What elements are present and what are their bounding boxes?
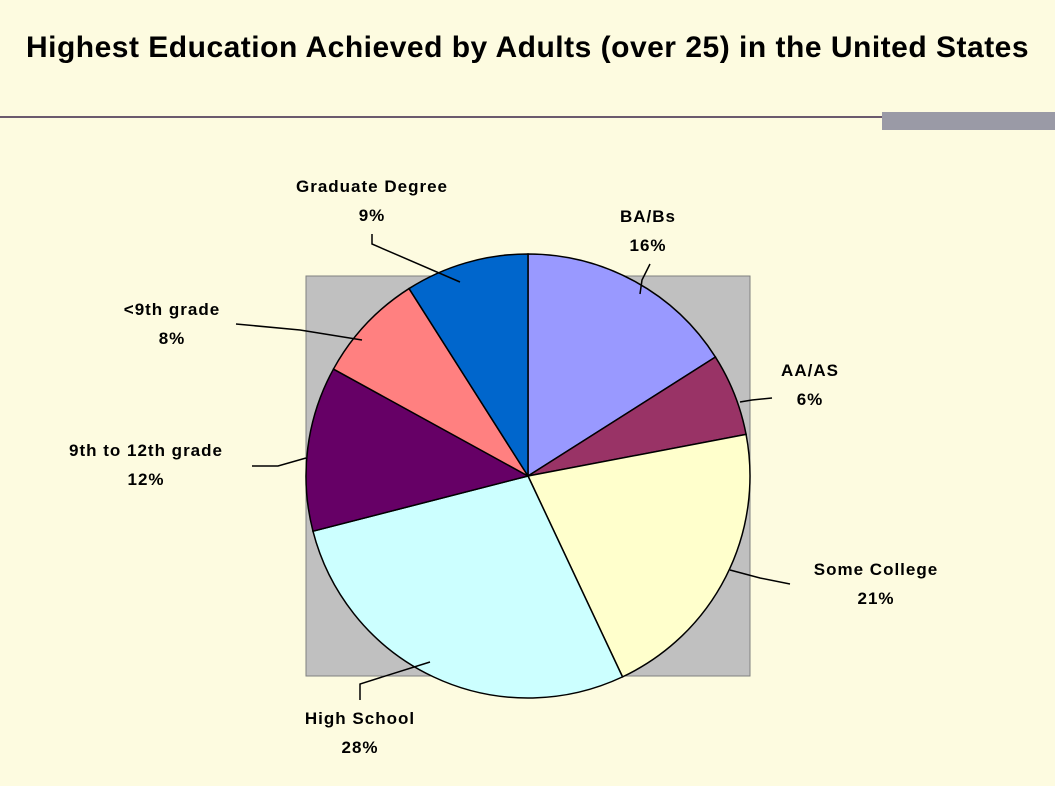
pie-slices [305, 253, 751, 699]
slice-category-label: High School [305, 709, 415, 728]
slice-value-label: 21% [857, 589, 894, 608]
pie-slice [305, 368, 531, 533]
slice-category-label: BA/Bs [620, 207, 676, 226]
slice-category-label: <9th grade [124, 300, 220, 319]
slice-category-label: 9th to 12th grade [69, 441, 223, 460]
slice-value-label: 8% [159, 329, 186, 348]
chart-title: Highest Education Achieved by Adults (ov… [25, 31, 1030, 64]
leader-line [739, 397, 773, 403]
slice-category-label: Graduate Degree [296, 177, 448, 196]
slice-labels: BA/Bs 16% AA/AS 6% Some College 21% High Schoo… [69, 177, 938, 757]
leader-line [252, 457, 307, 467]
title-divider [0, 116, 1055, 118]
pie-slice [526, 433, 751, 678]
leader-line [235, 323, 363, 341]
slice-value-label: 9% [359, 206, 386, 225]
slice-value-label: 16% [629, 236, 666, 255]
slice-value-label: 28% [341, 738, 378, 757]
slice-category-label: AA/AS [781, 361, 839, 380]
leader-line [639, 263, 651, 295]
pie-slice [527, 253, 717, 478]
pie-slice [312, 475, 624, 699]
leader-line [371, 234, 461, 283]
leader-line [729, 569, 791, 585]
title-divider-accent [882, 112, 1055, 130]
leader-line [359, 661, 431, 700]
slice-category-label: Some College [814, 560, 938, 579]
slice-value-label: 12% [127, 470, 164, 489]
pie-slice [408, 253, 529, 479]
leader-lines [235, 234, 791, 700]
slice-value-label: 6% [797, 390, 824, 409]
pie-slice [332, 287, 529, 477]
